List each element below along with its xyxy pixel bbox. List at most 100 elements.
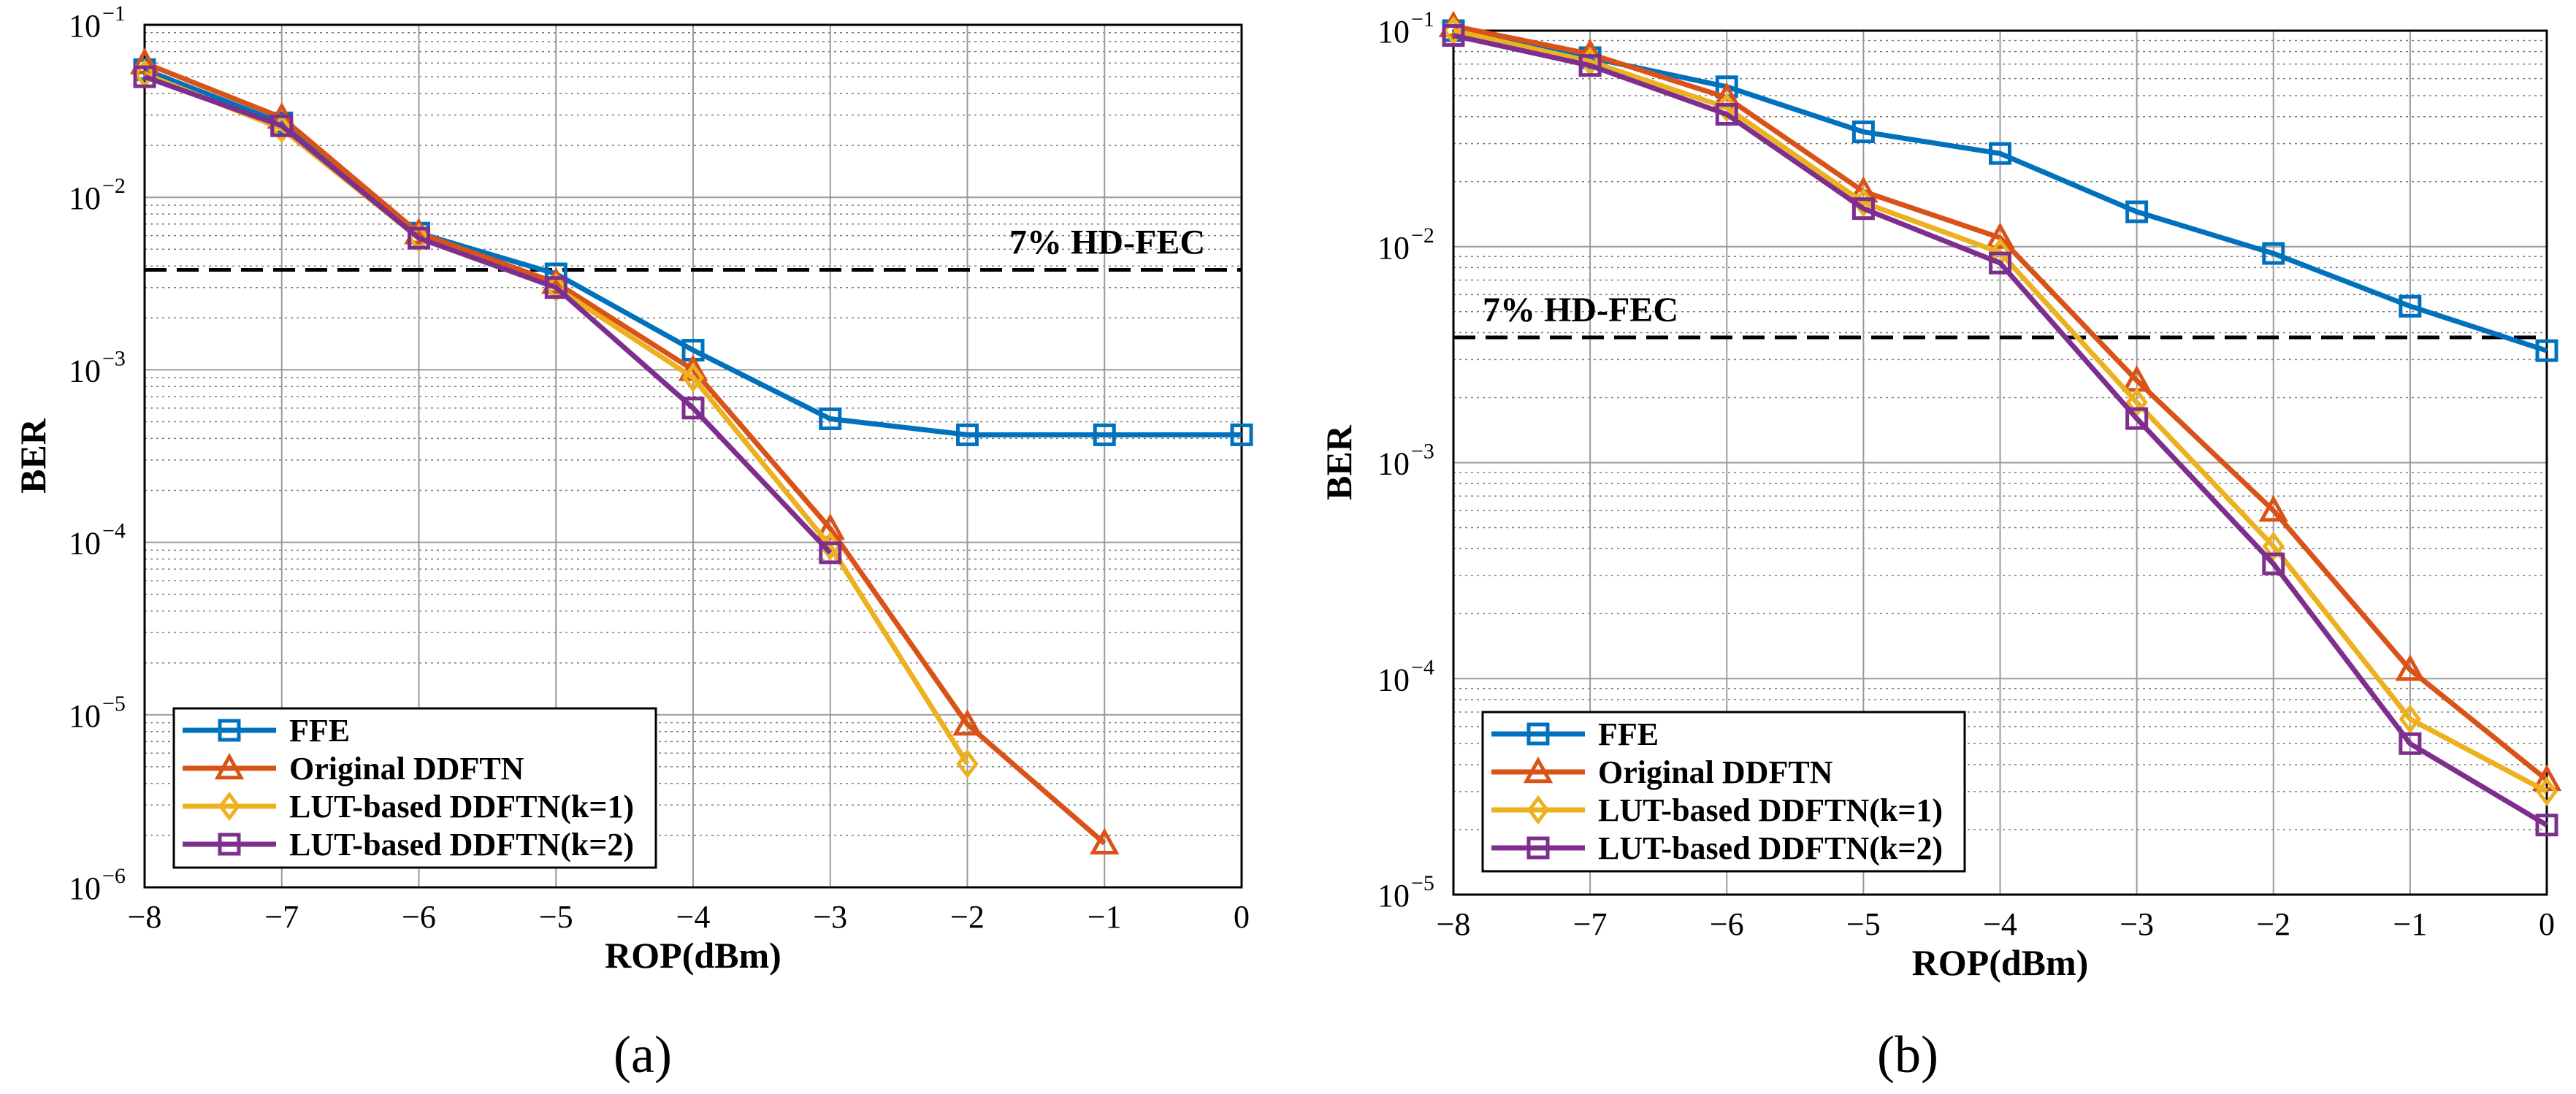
data-point-ffe-b [2399,294,2422,318]
data-point-lut_k2-a [408,226,430,250]
data-point-lut_k2-a [681,397,705,420]
x-tick-label-b: −2 [2256,906,2290,942]
x-tick-label-b: −8 [1437,906,1471,942]
data-point-lut_k2-a [544,276,567,299]
legend-box-a [172,707,657,869]
legend-label-ffe-b: FFE [1598,716,1659,752]
data-point-original-a [129,47,160,74]
y-tick-label-a: 10 [69,180,101,216]
y-axis-label-b: BER [1318,424,1359,500]
axes-frame-b [1452,29,2548,896]
y-tick-label-a: 10 [69,871,101,906]
y-tick-label-b: 10 [1377,662,1410,697]
legend-label-lut_k1-b: LUT-based DDFTN(k=1) [1598,792,1943,828]
x-tick-label-b: −6 [1710,906,1744,942]
x-tick-label-a: −5 [539,899,573,935]
series-line-lut_k2-b [1453,33,2548,827]
data-point-lut_k2-b [2262,552,2285,575]
legend-marker-lut_k2-a [218,833,241,856]
data-point-lut_k2-b [1715,103,1738,126]
data-point-original-b [1985,222,2015,249]
x-tick-label-a: −4 [676,899,711,935]
y-tick-exponent-b: −4 [1411,655,1434,679]
y-tick-exponent-b: −1 [1411,7,1434,31]
y-axis-label-a: BER [12,418,53,494]
data-point-lut_k1-b [2399,704,2421,734]
x-tick-label-b: −7 [1573,906,1608,942]
x-tick-label-b: 0 [2539,906,2555,942]
hd-fec-label-a: 7% HD-FEC [1009,223,1205,261]
x-tick-label-a: −3 [813,899,847,935]
x-tick-label-a: −7 [264,899,299,935]
data-point-ffe-b [1989,142,2011,165]
legend-label-original-a: Original DDFTN [289,751,524,787]
y-tick-label-b: 10 [1377,14,1410,50]
legend-marker-original-b [1523,756,1553,784]
data-point-lut_k2-a [270,114,294,137]
legend-marker-lut_k1-b [1526,795,1550,825]
legend-label-original-b: Original DDFTN [1598,754,1833,790]
y-tick-label-a: 10 [69,526,101,562]
y-tick-exponent-b: −5 [1411,871,1434,895]
y-tick-label-a: 10 [69,8,101,44]
chart-panel-b: −8 −7 −6 −5 −4 −3 −2 −1 010−510−410−310−210 −1ROP… [1318,7,2562,983]
data-point-lut_k2-b [2399,732,2422,755]
data-point-lut_k1-a [956,749,979,779]
data-point-ffe-b [2125,200,2149,223]
legend-marker-ffe-b [1526,722,1550,746]
data-point-original-b [2258,494,2288,522]
y-tick-label-b: 10 [1377,446,1410,482]
data-point-lut_k1-b [2535,776,2558,807]
y-tick-label-a: 10 [69,698,101,734]
legend-label-lut_k1-a: LUT-based DDFTN(k=1) [289,789,634,825]
x-tick-label-b: −1 [2393,906,2427,942]
x-tick-label-a: −8 [128,899,162,935]
data-point-lut_k2-b [1442,24,1465,47]
caption-b: (b) [1877,1025,1938,1084]
data-point-ffe-a [956,423,979,446]
y-tick-label-b: 10 [1377,878,1410,914]
x-tick-label-a: −2 [950,899,985,935]
legend-label-lut_k2-b: LUT-based DDFTN(k=2) [1598,830,1943,866]
data-point-original-a [952,708,982,736]
data-point-ffe-b [2535,339,2558,362]
legend-marker-lut_k2-b [1526,836,1550,860]
legend-marker-original-a [214,752,245,780]
data-point-ffe-a [819,407,842,430]
legend-marker-ffe-a [218,719,241,742]
chart-panel-a: −8 −7 −6 −5 −4 −3 −2 −1 010−610−510−410−310 −210−… [12,1,1253,976]
y-tick-exponent-b: −3 [1411,440,1434,464]
y-tick-exponent-a: −4 [102,519,126,543]
x-tick-label-b: −5 [1846,906,1881,942]
x-tick-label-a: −6 [402,899,436,935]
axes-frame-a [143,23,1243,889]
x-tick-label-a: 0 [1234,899,1250,935]
hd-fec-label-b: 7% HD-FEC [1483,291,1678,329]
y-tick-label-b: 10 [1377,230,1410,266]
y-tick-label-a: 10 [69,353,101,389]
data-point-lut_k2-b [1578,54,1602,77]
data-point-lut_k2-a [133,65,156,88]
data-point-lut_k1-b [2262,531,2285,562]
legend-label-lut_k2-a: LUT-based DDFTN(k=2) [289,827,634,862]
data-point-ffe-a [1230,423,1253,446]
data-point-original-b [2395,654,2426,681]
series-line-original-a [143,61,1107,846]
data-point-lut_k2-a [819,541,842,565]
y-tick-exponent-a: −5 [102,692,126,716]
data-point-ffe-b [2262,242,2285,265]
y-tick-exponent-a: −1 [102,1,126,26]
data-point-ffe-b [1851,121,1875,144]
data-point-lut_k2-b [2535,814,2558,837]
series-line-lut_k2-a [143,74,833,555]
legend-marker-lut_k1-a [218,791,241,822]
x-axis-label-a: ROP(dBm) [605,935,781,976]
series-line-ffe-a [143,67,1242,437]
data-point-lut_k1-a [681,363,705,393]
y-tick-exponent-a: −6 [102,864,126,888]
x-axis-label-b: ROP(dBm) [1912,942,2089,983]
x-tick-label-a: −1 [1088,899,1122,935]
x-tick-label-b: −3 [2120,906,2154,942]
series-line-original-b [1453,23,2549,782]
